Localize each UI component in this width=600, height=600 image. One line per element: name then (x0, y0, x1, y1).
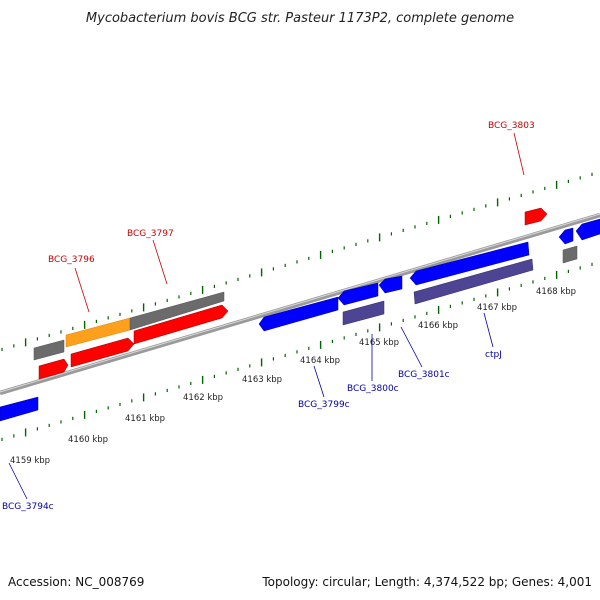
scale-label: 4162 kbp (183, 393, 223, 403)
scale-label: 4165 kbp (359, 338, 399, 348)
reverse-cds-feature[interactable] (378, 275, 403, 294)
outer-tick-row (1, 172, 593, 351)
scale-label: 4161 kbp (125, 414, 165, 424)
scale-label: 4166 kbp (418, 321, 458, 331)
gene-label-bcg-3803[interactable]: BCG_3803 (488, 121, 535, 131)
scale-label: 4164 kbp (300, 356, 340, 366)
genome-backbone (0, 212, 600, 396)
topology-text: Topology: circular; Length: 4,374,522 bp… (261, 575, 592, 589)
label-leaders (8, 132, 525, 500)
scale-label: 4168 kbp (536, 287, 576, 297)
reverse-cds-feature[interactable] (258, 296, 339, 332)
scale-label: 4163 kbp (242, 375, 282, 385)
forward-cds-feature[interactable] (133, 304, 229, 345)
forward-cds-feature[interactable] (524, 207, 548, 226)
reverse-cds-feature[interactable] (409, 241, 530, 286)
gene-label-bcg-3794c[interactable]: BCG_3794c (2, 502, 54, 512)
gene-label-bcg-3797[interactable]: BCG_3797 (127, 229, 174, 239)
gene-label-bcg-3801c[interactable]: BCG_3801c (398, 370, 450, 380)
forward-gene-feature[interactable] (562, 245, 578, 264)
genome-backbone-highlight (0, 213, 600, 393)
scale-label: 4167 kbp (477, 303, 517, 313)
forward-gene-feature[interactable] (33, 339, 65, 361)
gene-label-bcg-3800c[interactable]: BCG_3800c (347, 384, 399, 394)
reverse-cds-feature[interactable] (558, 227, 574, 245)
forward-cds-feature[interactable] (38, 358, 69, 380)
gene-label-ctpj[interactable]: ctpJ (485, 350, 502, 360)
genome-title: Mycobacterium bovis BCG str. Pasteur 117… (86, 11, 514, 26)
scale-label: 4160 kbp (68, 435, 108, 445)
reverse-gene-feature[interactable] (342, 300, 385, 326)
gene-label-bcg-3796[interactable]: BCG_3796 (48, 255, 95, 265)
forward-cds-feature[interactable] (70, 337, 135, 368)
reverse-cds-feature[interactable] (0, 396, 39, 422)
scale-label: 4159 kbp (10, 456, 50, 466)
accession-text: Accession: NC_008769 (8, 575, 144, 589)
forward-gene-feature[interactable] (129, 291, 225, 331)
scale-labels: 4159 kbp 4160 kbp 4161 kbp 4162 kbp 4163… (10, 287, 576, 466)
reverse-cds-feature[interactable] (575, 218, 600, 241)
reverse-gene-feature[interactable] (413, 258, 534, 305)
inner-tick-row (1, 262, 593, 441)
gene-label-bcg-3799c[interactable]: BCG_3799c (298, 400, 350, 410)
reverse-cds-feature[interactable] (337, 282, 379, 306)
